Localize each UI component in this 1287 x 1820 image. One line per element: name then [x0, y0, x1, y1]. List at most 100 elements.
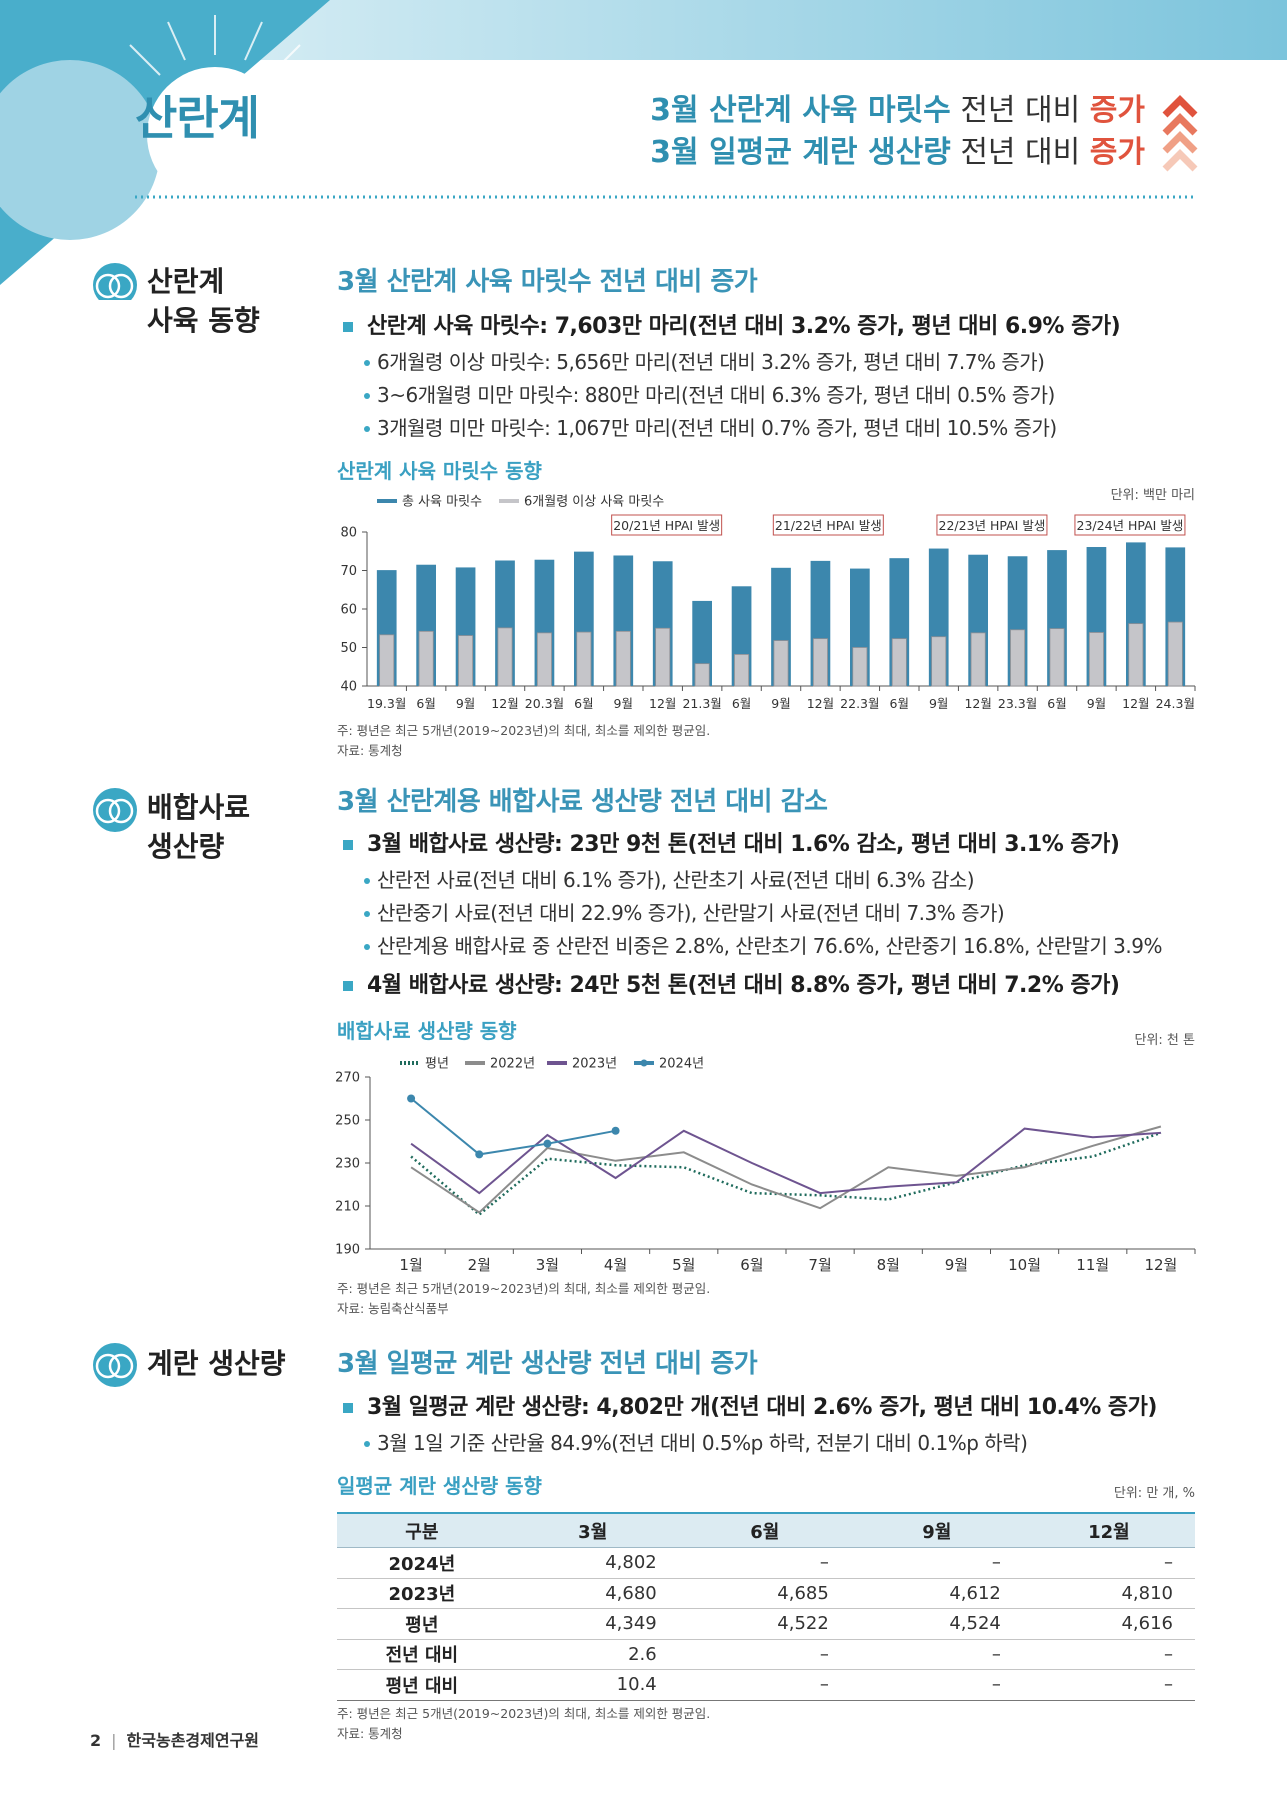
bar [497, 627, 513, 687]
bar [418, 630, 434, 687]
x-tick-label: 12월 [1144, 1256, 1177, 1274]
y-tick-label: 70 [340, 564, 357, 579]
headline: 3월 산란계 사육 마릿수 전년 대비 증가 [650, 93, 1145, 129]
page-number: 2 [90, 1731, 102, 1750]
sub-bullet: 산란계용 배합사료 중 산란전 비중은 2.8%, 산란초기 76.6%, 산란… [364, 934, 1163, 958]
x-tick-label: 6월 [732, 696, 751, 711]
chart-title: 배합사료 생산량 동향 [337, 1019, 517, 1043]
data-table: 구분 3월 6월 9월 12월 2024년 4,802– – –2023년 4,680 4,685 4… [337, 1512, 1195, 1701]
section-label: 배합사료 [147, 791, 251, 824]
up-chevrons [1162, 95, 1198, 172]
bullet: 3월 일평균 계란 생산량: 4,802만 개(전년 대비 2.6% 증가, 평… [343, 1395, 1157, 1420]
table-cell: – [1022, 1547, 1195, 1579]
chart-title: 산란계 사육 마릿수 동향 [337, 459, 542, 483]
y-tick-label: 50 [340, 641, 357, 656]
legend-item: 평년 [400, 1057, 449, 1072]
bar [1167, 621, 1183, 687]
table-row: 평년 4,349 4,522 4,524 4,616 [337, 1608, 1195, 1640]
table-note: 주: 평년은 최근 5개년(2019~2023년)의 최대, 최소를 제외한 평… [337, 1706, 711, 1721]
legend-item: 2024년 [634, 1057, 704, 1072]
bar [852, 647, 868, 687]
table-cell: – [1022, 1669, 1195, 1701]
table-cell: – [678, 1669, 851, 1701]
bar [1088, 632, 1104, 687]
section-heading: 3월 산란계 사육 마릿수 전년 대비 증가 [337, 267, 758, 297]
bar [970, 632, 986, 687]
x-tick-label: 6월 [1047, 696, 1066, 711]
header-row: 구분 3월 6월 9월 12월 [337, 1512, 1195, 1548]
sub-bullet: 산란중기 사료(전년 대비 22.9% 증가), 산란말기 사료(전년 대비 7… [363, 901, 1005, 925]
series-line [410, 1131, 1162, 1217]
table-cell: 10.4 [506, 1669, 679, 1701]
annotation-box [936, 514, 1048, 536]
annotation: 22/23년 HPAI 발생 [939, 518, 1046, 533]
x-tick-label: 9월 [771, 696, 790, 711]
column-header: 12월 [1022, 1512, 1195, 1548]
section-label: 산란계 [147, 265, 225, 298]
table-cell: 2.6 [506, 1639, 679, 1670]
x-tick-label: 8월 [877, 1256, 900, 1274]
bar [536, 632, 552, 687]
table-row: 2024년 4,802– – – [337, 1547, 1195, 1579]
table-row: 평년 대비 10.4– – – [337, 1669, 1195, 1701]
table-row: 2023년 4,680 4,685 4,612 4,810 [337, 1578, 1195, 1609]
x-tick-label: 9월 [929, 696, 948, 711]
y-tick-label: 80 [340, 526, 357, 541]
table-cell: 4,522 [678, 1608, 851, 1640]
x-tick-label: 6월 [574, 696, 593, 711]
legend-marker [640, 1059, 648, 1067]
row-header: 전년 대비 [337, 1639, 507, 1670]
annotation-box [611, 514, 723, 536]
header-decoration [0, 0, 1287, 300]
annotation-box [1074, 514, 1186, 536]
chart-note: 자료: 통계청 [337, 743, 403, 758]
sub-bullet: 산란전 사료(전년 대비 6.1% 증가), 산란초기 사료(전년 대비 6.3… [363, 868, 975, 892]
legend-item: 총 사육 마릿수 [377, 495, 482, 510]
corner-circle [0, 60, 160, 240]
x-tick-label: 9월 [1087, 696, 1106, 711]
table-cell: – [850, 1669, 1023, 1701]
bar [655, 627, 671, 687]
x-tick-label: 22.3월 [840, 696, 879, 711]
sub-bullet: 3월 1일 기준 산란율 84.9%(전년 대비 0.5%p 하락, 전분기 대… [363, 1431, 1028, 1455]
section-icon [93, 788, 137, 832]
x-tick-label: 7월 [808, 1256, 831, 1274]
x-tick-label: 12월 [491, 696, 518, 711]
bar [734, 654, 750, 687]
table-cell: 4,349 [506, 1608, 679, 1640]
x-tick-label: 6월 [416, 696, 435, 711]
legend-label: 2022년 [490, 1057, 535, 1072]
page-title: 산란계 [135, 91, 260, 145]
x-tick-label: 12월 [807, 696, 834, 711]
section-icon [93, 1343, 137, 1387]
series-line [410, 1097, 616, 1156]
legend-label: 2024년 [659, 1057, 704, 1072]
chart-unit: 단위: 백만 마리 [1110, 488, 1195, 503]
series-line [410, 1125, 1162, 1214]
bar [379, 634, 395, 687]
bar [1128, 623, 1144, 687]
headline: 3월 일평균 계란 생산량 전년 대비 증가 [650, 135, 1145, 171]
headline-trend: 증가 [1089, 93, 1145, 128]
point [543, 1139, 552, 1148]
y-tick-label: 190 [335, 1243, 360, 1258]
annotation: 21/22년 HPAI 발생 [775, 518, 882, 533]
section-label: 생산량 [147, 830, 225, 863]
bar [1049, 628, 1065, 687]
table-cell: 4,612 [850, 1578, 1023, 1609]
y-tick-label: 230 [335, 1157, 360, 1172]
x-tick-label: 21.3월 [682, 696, 721, 711]
bar [1010, 629, 1026, 687]
table-note: 자료: 통계청 [337, 1726, 403, 1741]
table-cell: 4,680 [506, 1578, 679, 1609]
headline-subject: 3월 일평균 계란 생산량 [650, 135, 951, 170]
legend-item: 2022년 [465, 1057, 535, 1072]
legend-label: 6개월령 이상 사육 마릿수 [524, 495, 664, 510]
point [611, 1126, 620, 1135]
table-cell: – [850, 1547, 1023, 1579]
headline-middle: 전년 대비 [960, 135, 1081, 170]
bar [891, 638, 907, 687]
bar [458, 635, 474, 687]
